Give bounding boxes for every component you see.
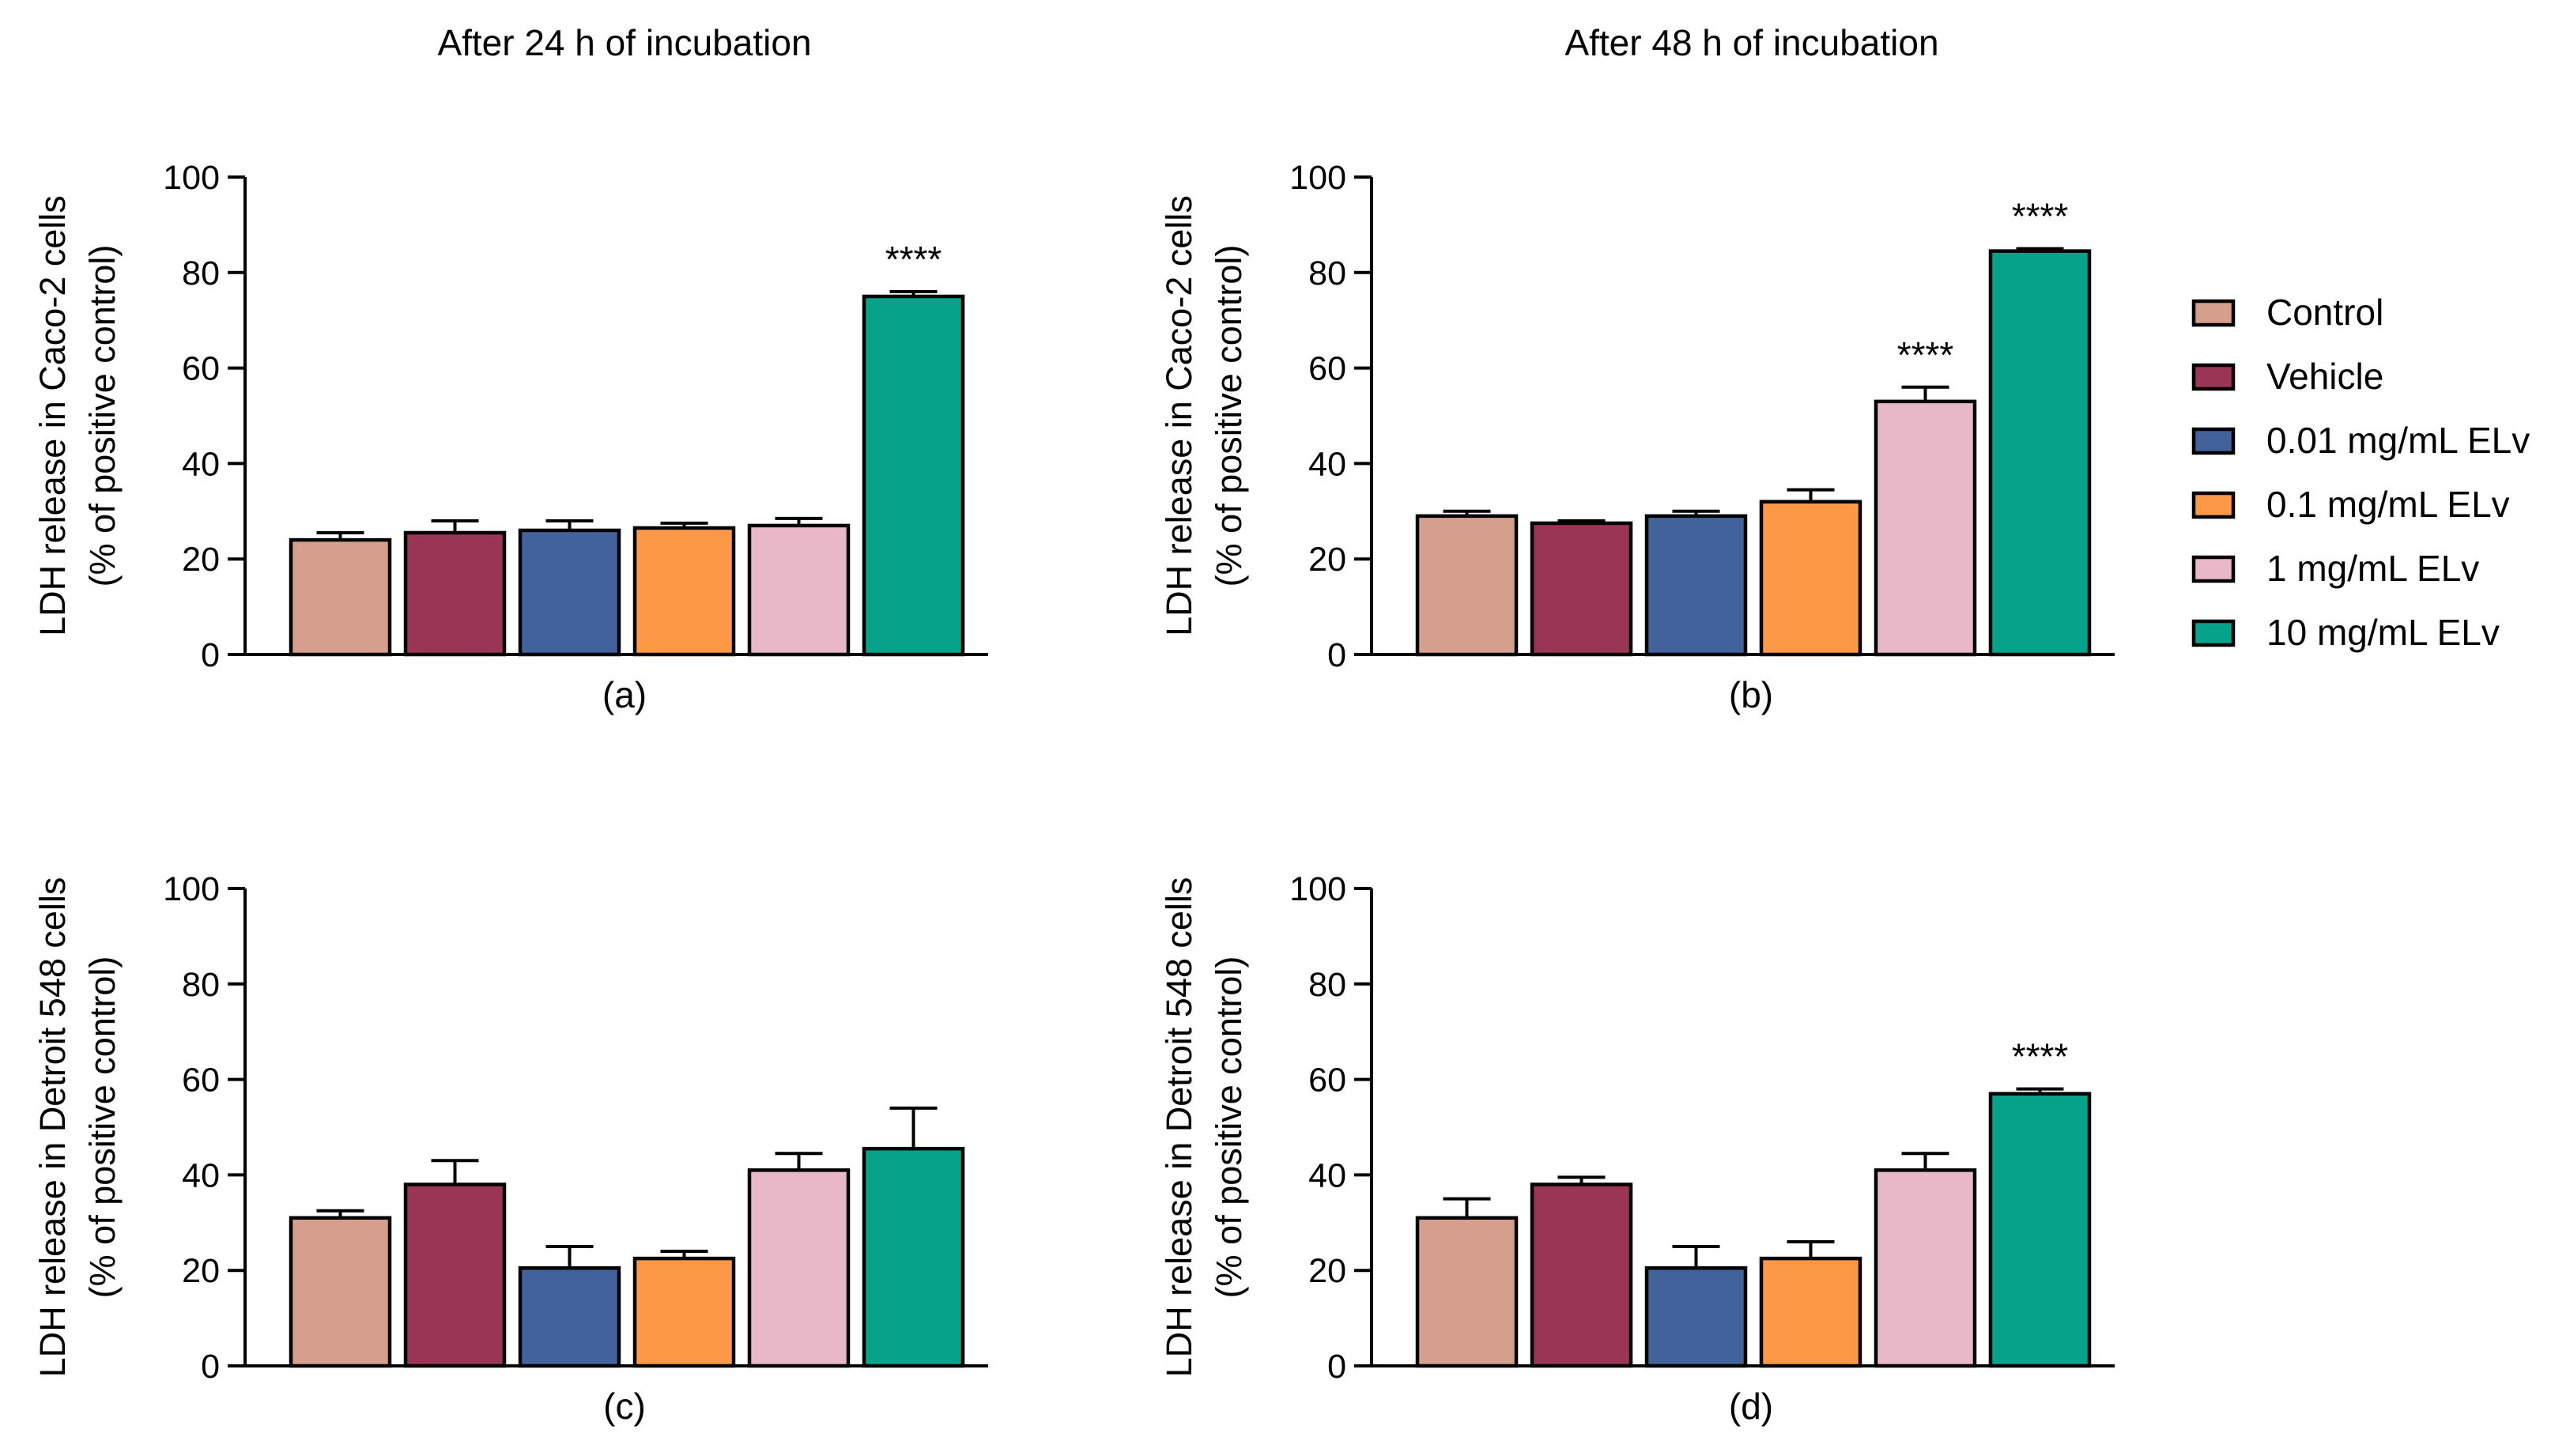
y-axis-title-line2: (% of positive control) xyxy=(1209,956,1249,1299)
y-tick-label: 60 xyxy=(1308,1062,1346,1100)
legend: Control Vehicle 0.01 mg/mL ELv 0.1 mg/mL EL… xyxy=(2191,292,2530,653)
bar-3 xyxy=(518,1266,621,1368)
legend-label: 10 mg/mL ELv xyxy=(2266,612,2500,653)
panel-label: (c) xyxy=(603,1386,646,1427)
legend-swatch xyxy=(2191,363,2236,391)
y-axis-title-line2: (% of positive control) xyxy=(82,956,123,1299)
legend-label: 0.1 mg/mL ELv xyxy=(2266,484,2510,525)
legend-swatch xyxy=(2191,555,2236,583)
significance-label: **** xyxy=(2012,196,2069,237)
bar-2 xyxy=(403,1183,507,1368)
y-tick-label: 20 xyxy=(1308,1252,1346,1290)
bar-4 xyxy=(632,526,736,657)
legend-label: Control xyxy=(2266,292,2383,333)
y-axis-title-line2: (% of positive control) xyxy=(82,245,123,587)
legend-swatch xyxy=(2191,427,2236,455)
y-tick-label: 80 xyxy=(1308,966,1346,1004)
y-axis-title-line1: LDH release in Caco-2 cells xyxy=(1159,195,1199,636)
y-tick-label: 60 xyxy=(182,350,220,388)
chart-panel-c: 0 20 40 60 80 100 LDH release in Detroit 548 c… xyxy=(32,870,988,1427)
bar-4 xyxy=(1759,500,1862,657)
bar-2 xyxy=(403,530,507,657)
y-tick-label: 100 xyxy=(163,870,220,908)
panel-label: (a) xyxy=(602,674,647,715)
bar-1 xyxy=(1415,514,1519,657)
panel-label: (b) xyxy=(1729,674,1773,715)
y-tick-label: 60 xyxy=(1308,350,1346,388)
y-tick-label: 0 xyxy=(1327,1348,1346,1386)
bar-5 xyxy=(747,1168,851,1368)
y-axis-title-line1: LDH release in Detroit 548 cells xyxy=(32,877,73,1378)
column-title-48h: After 48 h of incubation xyxy=(1564,22,1938,63)
bar-6 xyxy=(862,1146,965,1368)
chart-panel-d: 0 20 40 60 80 100 LDH release in Detroit 548 c… xyxy=(1159,870,2115,1427)
y-tick-label: 40 xyxy=(1308,445,1346,483)
y-tick-label: 20 xyxy=(182,1252,220,1290)
y-tick-label: 60 xyxy=(182,1062,220,1100)
y-axis-title-line1: LDH release in Detroit 548 cells xyxy=(1159,877,1199,1378)
legend-label: 1 mg/mL ELv xyxy=(2266,548,2479,589)
y-tick-label: 0 xyxy=(201,636,220,674)
bar-1 xyxy=(289,538,392,657)
legend-label: Vehicle xyxy=(2266,356,2383,397)
significance-label: **** xyxy=(1897,334,1954,375)
y-axis-title-line1: LDH release in Caco-2 cells xyxy=(32,195,73,636)
bar-2 xyxy=(1530,521,1633,657)
legend-label: 0.01 mg/mL ELv xyxy=(2266,420,2530,461)
bar-1 xyxy=(289,1216,392,1368)
y-tick-label: 80 xyxy=(182,255,220,292)
y-tick-label: 20 xyxy=(182,541,220,579)
y-tick-label: 40 xyxy=(182,1156,220,1194)
bar-1 xyxy=(1415,1216,1519,1368)
legend-swatch xyxy=(2191,299,2236,327)
bar-5 xyxy=(1874,1168,1977,1368)
bar-2 xyxy=(1530,1183,1633,1368)
y-tick-label: 0 xyxy=(201,1348,220,1386)
bar-5 xyxy=(1874,399,1977,657)
significance-label: **** xyxy=(885,239,942,280)
column-title-24h: After 24 h of incubation xyxy=(437,22,811,63)
bar-6 xyxy=(862,294,965,657)
bar-3 xyxy=(1644,514,1748,657)
y-tick-label: 20 xyxy=(1308,541,1346,579)
legend-swatch xyxy=(2191,491,2236,519)
bar-6 xyxy=(1988,249,2092,657)
y-axis-title-line2: (% of positive control) xyxy=(1209,245,1249,587)
y-tick-label: 0 xyxy=(1327,636,1346,674)
y-tick-label: 80 xyxy=(182,966,220,1004)
legend-swatch xyxy=(2191,619,2236,647)
bar-6 xyxy=(1988,1092,2092,1368)
bar-4 xyxy=(1759,1256,1862,1368)
bar-3 xyxy=(518,528,621,657)
bar-5 xyxy=(747,523,851,657)
bar-3 xyxy=(1644,1266,1748,1368)
y-tick-label: 100 xyxy=(1289,159,1346,197)
y-tick-label: 40 xyxy=(182,445,220,483)
significance-label: **** xyxy=(2012,1036,2069,1077)
bar-4 xyxy=(632,1256,736,1368)
panel-label: (d) xyxy=(1729,1386,1773,1427)
y-tick-label: 100 xyxy=(1289,870,1346,908)
y-tick-label: 100 xyxy=(163,159,220,197)
y-tick-label: 80 xyxy=(1308,255,1346,292)
y-tick-label: 40 xyxy=(1308,1156,1346,1194)
